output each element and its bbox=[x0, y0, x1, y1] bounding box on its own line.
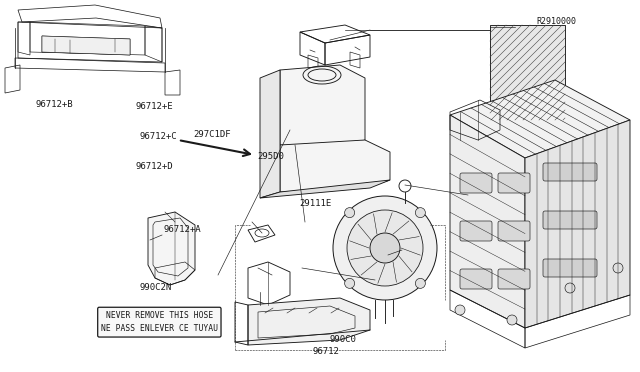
FancyBboxPatch shape bbox=[460, 221, 492, 241]
Text: 96712+E: 96712+E bbox=[136, 102, 173, 110]
Polygon shape bbox=[260, 180, 390, 198]
Polygon shape bbox=[248, 298, 370, 345]
Text: 96712: 96712 bbox=[312, 347, 339, 356]
Text: 297C1DF: 297C1DF bbox=[193, 130, 231, 139]
Circle shape bbox=[415, 278, 426, 288]
Text: 990C0: 990C0 bbox=[330, 335, 356, 344]
Polygon shape bbox=[450, 115, 525, 328]
FancyBboxPatch shape bbox=[98, 307, 221, 337]
FancyBboxPatch shape bbox=[498, 269, 530, 289]
Circle shape bbox=[565, 283, 575, 293]
FancyBboxPatch shape bbox=[543, 163, 597, 181]
Text: R2910000: R2910000 bbox=[536, 17, 576, 26]
Text: 295D0: 295D0 bbox=[257, 152, 284, 161]
Circle shape bbox=[347, 210, 423, 286]
Text: NEVER REMOVE THIS HOSE
NE PASS ENLEVER CE TUYAU: NEVER REMOVE THIS HOSE NE PASS ENLEVER C… bbox=[101, 311, 218, 333]
Text: 96712+D: 96712+D bbox=[136, 162, 173, 171]
Polygon shape bbox=[260, 70, 280, 198]
FancyBboxPatch shape bbox=[543, 211, 597, 229]
FancyBboxPatch shape bbox=[498, 173, 530, 193]
FancyBboxPatch shape bbox=[460, 269, 492, 289]
Polygon shape bbox=[148, 212, 195, 285]
FancyBboxPatch shape bbox=[460, 173, 492, 193]
Polygon shape bbox=[280, 140, 390, 192]
Circle shape bbox=[455, 305, 465, 315]
Circle shape bbox=[333, 196, 437, 300]
Circle shape bbox=[507, 315, 517, 325]
Circle shape bbox=[613, 263, 623, 273]
Bar bbox=[490, 25, 565, 120]
Circle shape bbox=[415, 208, 426, 218]
FancyBboxPatch shape bbox=[498, 221, 530, 241]
Polygon shape bbox=[450, 80, 630, 158]
Text: 96712+B: 96712+B bbox=[35, 100, 73, 109]
Polygon shape bbox=[280, 65, 365, 148]
Circle shape bbox=[345, 208, 355, 218]
Text: 29111E: 29111E bbox=[300, 199, 332, 208]
Polygon shape bbox=[42, 36, 130, 55]
Text: 96712+A: 96712+A bbox=[163, 225, 201, 234]
Text: 990C2N: 990C2N bbox=[140, 283, 172, 292]
Circle shape bbox=[370, 233, 400, 263]
Text: 96712+C: 96712+C bbox=[140, 132, 177, 141]
Polygon shape bbox=[525, 120, 630, 328]
Circle shape bbox=[345, 278, 355, 288]
FancyBboxPatch shape bbox=[543, 259, 597, 277]
